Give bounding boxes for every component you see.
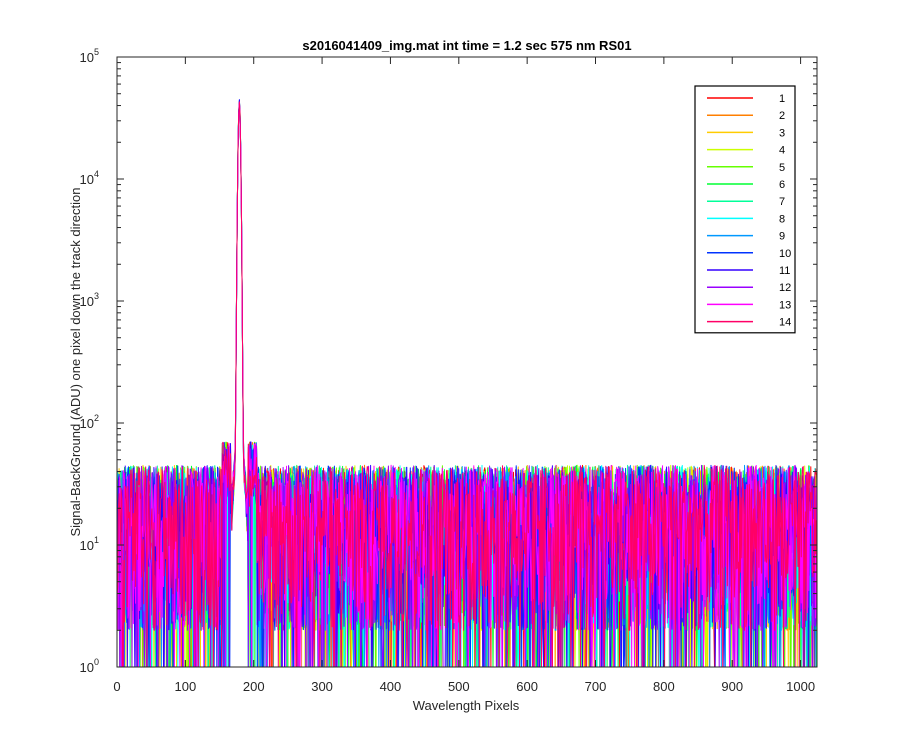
y-tick-exponent: 5 [94,47,99,57]
legend-label: 13 [779,299,791,311]
y-tick-base: 10 [80,50,94,65]
y-tick-label: 103 [80,291,99,309]
y-tick-base: 10 [80,294,94,309]
y-tick-exponent: 3 [94,291,99,301]
x-tick-label: 1000 [786,679,815,694]
legend-label: 9 [779,231,785,243]
y-axis-label: Signal-BackGround (ADU) one pixel down t… [68,187,83,536]
x-tick-label: 200 [243,679,265,694]
legend-label: 11 [779,265,790,277]
legend-label: 3 [779,127,785,139]
series-line-14 [116,101,818,668]
y-tick-label: 102 [80,413,99,431]
legend-label: 1 [779,93,785,105]
x-tick-label: 300 [311,679,333,694]
legend-label: 10 [779,248,791,260]
legend-label: 14 [779,317,791,329]
x-tick-label: 600 [516,679,538,694]
y-tick-exponent: 4 [94,169,99,179]
y-tick-exponent: 2 [94,413,99,423]
x-axis-label: Wavelength Pixels [413,698,520,713]
y-tick-label: 104 [80,169,99,187]
y-tick-base: 10 [80,172,94,187]
y-tick-exponent: 1 [94,535,99,545]
legend-label: 12 [779,282,791,294]
legend-label: 5 [779,162,785,174]
y-tick-exponent: 0 [94,657,99,667]
x-tick-label: 500 [448,679,470,694]
legend-label: 4 [779,145,785,157]
chart-title: s2016041409_img.mat int time = 1.2 sec 5… [302,38,631,53]
x-tick-label: 400 [380,679,402,694]
y-tick-base: 10 [80,416,94,431]
y-tick-base: 10 [80,538,94,553]
legend-label: 6 [779,179,785,191]
y-tick-base: 10 [80,660,94,675]
x-tick-label: 800 [653,679,675,694]
y-tick-label: 100 [80,657,99,675]
x-tick-label: 0 [113,679,120,694]
legend-label: 8 [779,213,785,225]
legend-label: 2 [779,110,785,122]
x-tick-label: 700 [585,679,607,694]
axes-box [116,56,818,668]
legend-label: 7 [779,196,785,208]
y-tick-label: 105 [80,47,99,65]
x-axis: 0 100 200 300 400 500 600 700 800 900 1000 [113,57,815,694]
legend-box [694,85,796,334]
x-tick-label: 100 [175,679,197,694]
y-tick-label: 101 [80,535,99,553]
x-tick-label: 900 [721,679,743,694]
